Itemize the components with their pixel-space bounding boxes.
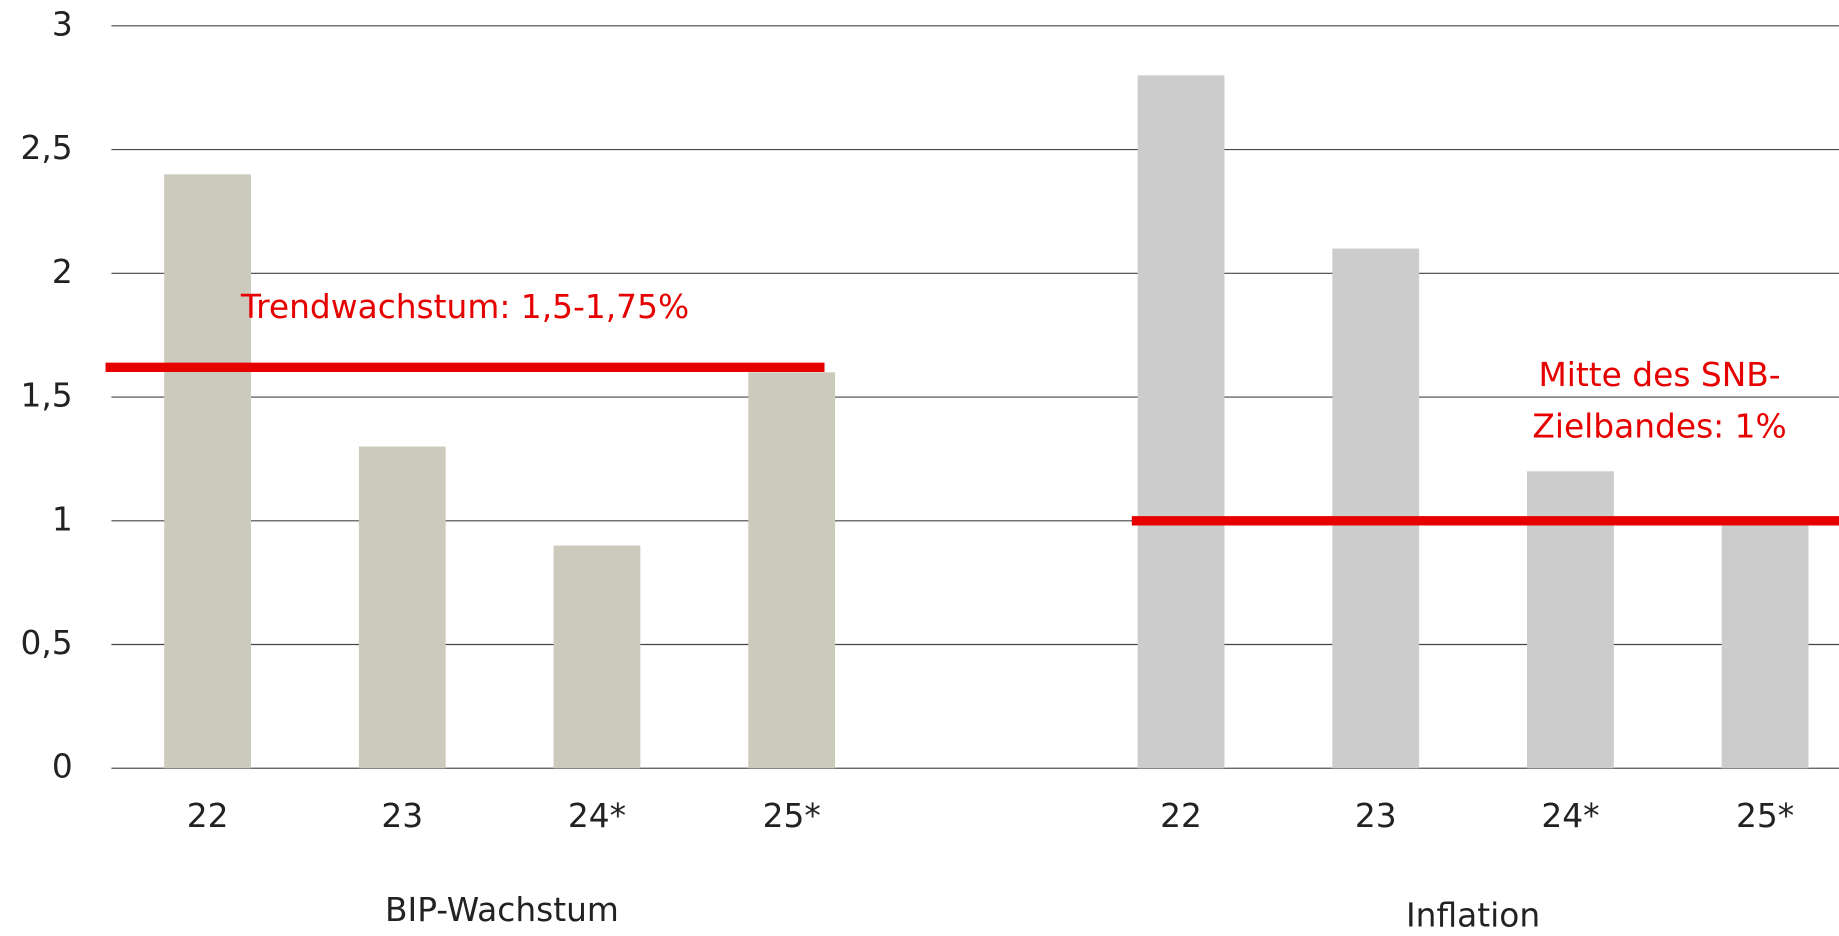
bar: [748, 372, 836, 769]
x-tick-label: 25*: [1736, 797, 1794, 835]
bar: [1332, 248, 1420, 769]
reference-label: Zielbandes: 1%: [1532, 408, 1786, 446]
reference-label: Mitte des SNB-: [1538, 356, 1780, 394]
y-tick-label: 2: [52, 253, 73, 291]
y-tick-label: 1: [52, 500, 73, 538]
bar: [553, 545, 641, 769]
y-tick-label: 1,5: [20, 377, 72, 415]
x-tick-label: 23: [1355, 797, 1397, 835]
x-tick-label: 22: [187, 797, 229, 835]
x-tick-label: 24*: [568, 797, 626, 835]
reference-label: Trendwachstum: 1,5-1,75%: [240, 288, 689, 326]
bar: [1721, 520, 1809, 769]
group-label: BIP-Wachstum: [385, 891, 619, 929]
x-tick-label: 25*: [763, 797, 821, 835]
x-tick-label: 24*: [1541, 797, 1599, 835]
x-tick-label: 23: [381, 797, 423, 835]
x-tick-label: 22: [1160, 797, 1202, 835]
y-tick-label: 3: [52, 5, 73, 43]
bar: [1137, 75, 1225, 769]
y-tick-label: 0,5: [20, 624, 72, 662]
bar: [1527, 471, 1614, 769]
y-tick-label: 2,5: [20, 129, 72, 167]
group-label: Inflation: [1406, 897, 1540, 935]
bar: [358, 446, 446, 769]
y-tick-label: 0: [52, 748, 73, 786]
bar: [164, 174, 251, 769]
